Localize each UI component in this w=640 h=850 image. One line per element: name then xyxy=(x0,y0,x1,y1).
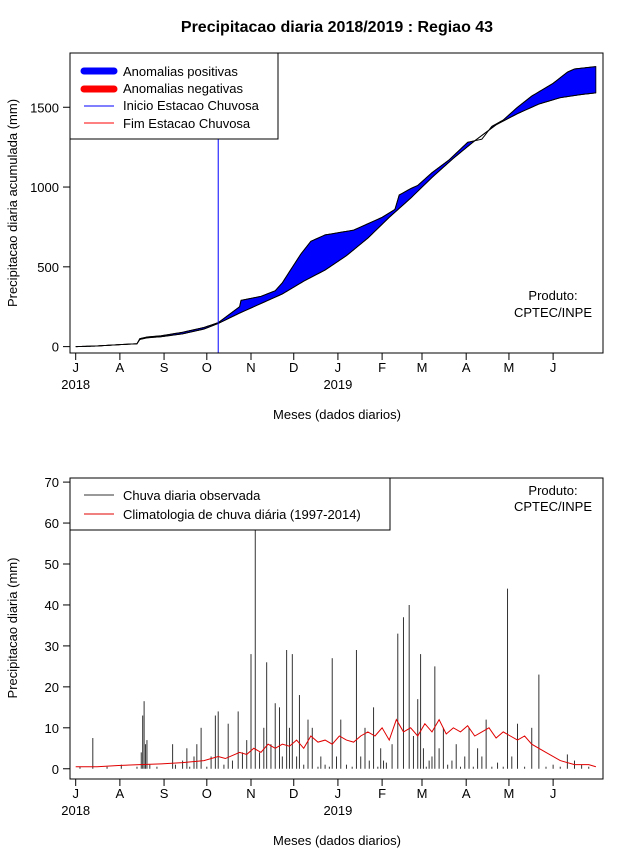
panel1-month-label: J xyxy=(72,360,79,375)
panel1-month-label: A xyxy=(116,360,125,375)
panel1-legend-box xyxy=(69,52,279,140)
panel1-month-label: F xyxy=(378,360,386,375)
panel1-month-label: O xyxy=(202,360,212,375)
panel2-year-label: 2019 xyxy=(323,803,352,818)
panel2-y-tick-label: 30 xyxy=(45,639,59,654)
panel2-month-label: M xyxy=(504,786,515,801)
panel2-year-label: 2018 xyxy=(61,803,90,818)
panel2-y-tick-label: 20 xyxy=(45,680,59,695)
panel1-credit-line1: Produto: xyxy=(528,288,577,303)
daily-panel: 0 10 20 30 40 50 60 70 J A S O N D J F M A M J 2018 2019 Pre… xyxy=(5,475,604,848)
panel1-y-tick-label: 1500 xyxy=(30,100,59,115)
panel2-legend: Chuva diaria observada Climatologia de c… xyxy=(69,477,391,531)
panel2-month-label: O xyxy=(202,786,212,801)
panel2-credit-line2: CPTEC/INPE xyxy=(514,499,592,514)
panel2-month-label: J xyxy=(550,786,557,801)
panel2-month-label: J xyxy=(335,786,342,801)
panel1-year-label: 2018 xyxy=(61,377,90,392)
panel1-month-label: N xyxy=(246,360,255,375)
panel1-month-label: S xyxy=(160,360,169,375)
observed-cumulative-line xyxy=(75,66,596,348)
panel1-y-tick-label: 1000 xyxy=(30,180,59,195)
panel2-y-tick-label: 70 xyxy=(45,475,59,490)
panel2-month-label: A xyxy=(462,786,471,801)
cumulative-line-layer xyxy=(75,66,596,353)
panel2-month-label: A xyxy=(116,786,125,801)
panel1-month-label: A xyxy=(462,360,471,375)
climatology-cumulative-line xyxy=(75,92,596,348)
panel2-y-tick-label: 0 xyxy=(52,762,59,777)
legend-label-climatology: Climatologia de chuva diária (1997-2014) xyxy=(123,507,361,522)
legend-label-negative: Anomalias negativas xyxy=(123,81,243,96)
panel2-y-tick-label: 60 xyxy=(45,516,59,531)
panel2-y-tick-label: 40 xyxy=(45,598,59,613)
panel2-y-axis: 0 10 20 30 40 50 60 70 xyxy=(45,475,70,777)
panel1-y-axis: 0 500 1000 1500 xyxy=(30,100,70,355)
panel2-month-label: J xyxy=(72,786,79,801)
panel1-y-label: Precipitacao diaria acumulada (mm) xyxy=(5,99,20,307)
panel1-month-label: M xyxy=(417,360,428,375)
panel2-y-label: Precipitacao diaria (mm) xyxy=(5,558,20,699)
panel2-x-axis: J A S O N D J F M A M J 2018 2019 xyxy=(61,778,557,818)
climatology-line-layer xyxy=(75,718,597,768)
climatology-daily-line xyxy=(75,718,597,768)
chart-title: Precipitacao diaria 2018/2019 : Regiao 4… xyxy=(181,19,493,36)
panel1-y-tick-label: 500 xyxy=(37,260,59,275)
panel1-x-label: Meses (dados diarios) xyxy=(273,407,401,422)
legend-label-positive: Anomalias positivas xyxy=(123,64,238,79)
panel2-legend-box xyxy=(69,477,391,531)
panel1-legend: Anomalias positivas Anomalias negativas … xyxy=(69,52,279,140)
panel1-month-label: J xyxy=(550,360,557,375)
panel1-y-tick-label: 0 xyxy=(52,340,59,355)
panel2-month-label: F xyxy=(378,786,386,801)
panel1-month-label: D xyxy=(289,360,298,375)
panel2-month-label: N xyxy=(246,786,255,801)
panel2-month-label: D xyxy=(289,786,298,801)
legend-label-observed: Chuva diaria observada xyxy=(123,488,261,503)
panel2-y-tick-label: 10 xyxy=(45,721,59,736)
panel1-credit-line2: CPTEC/INPE xyxy=(514,305,592,320)
cumulative-panel: 0 500 1000 1500 J A S O N D J F M A M J 2018 2019 Precip… xyxy=(5,52,604,422)
panel2-month-label: M xyxy=(417,786,428,801)
panel1-month-label: M xyxy=(504,360,515,375)
legend-label-end: Fim Estacao Chuvosa xyxy=(123,116,251,131)
panel1-x-axis: J A S O N D J F M A M J 2018 2019 xyxy=(61,352,557,392)
daily-bars-layer xyxy=(79,527,590,769)
panel2-month-label: S xyxy=(160,786,169,801)
panel2-y-tick-label: 50 xyxy=(45,557,59,572)
legend-label-onset: Inicio Estacao Chuvosa xyxy=(123,98,260,113)
panel2-x-label: Meses (dados diarios) xyxy=(273,833,401,848)
panel1-year-label: 2019 xyxy=(323,377,352,392)
panel2-credit-line1: Produto: xyxy=(528,483,577,498)
panel1-month-label: J xyxy=(335,360,342,375)
